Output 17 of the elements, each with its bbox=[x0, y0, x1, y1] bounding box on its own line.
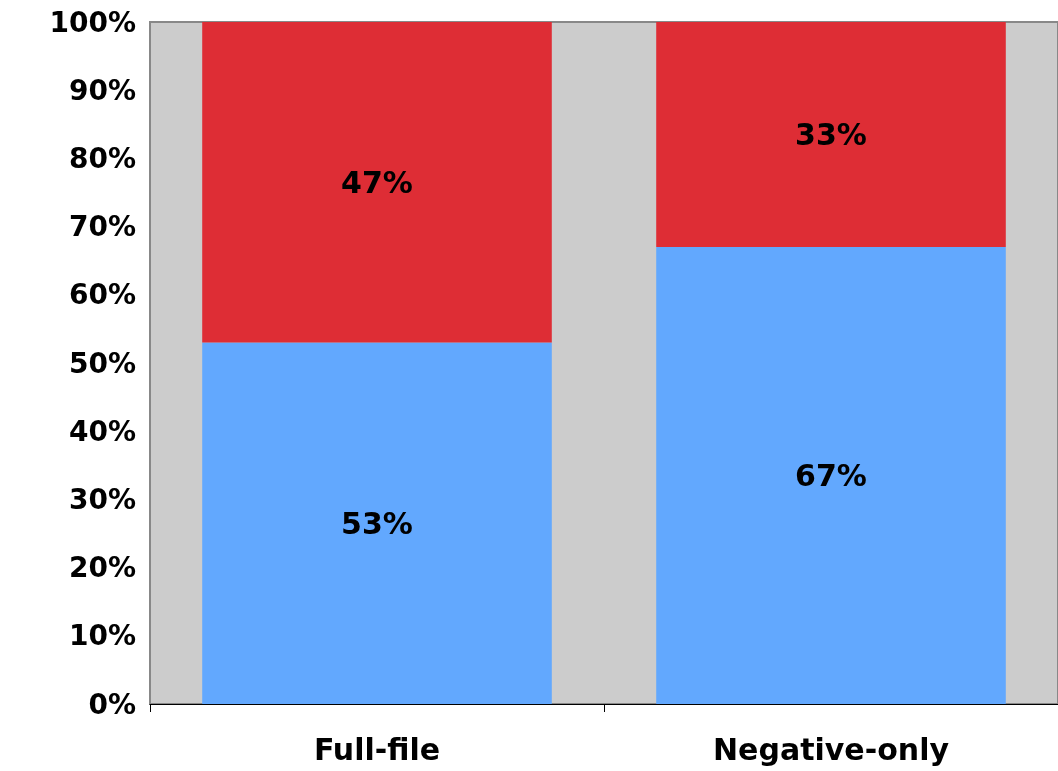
data-label: 67% bbox=[795, 458, 867, 494]
data-label: 53% bbox=[341, 505, 413, 541]
y-tick-label: 10% bbox=[68, 619, 136, 653]
y-tick-label: 70% bbox=[68, 210, 136, 244]
y-tick-label: 90% bbox=[68, 73, 136, 107]
y-tick-label: 50% bbox=[68, 346, 136, 380]
y-tick-label: 80% bbox=[68, 141, 136, 175]
y-tick-label: 40% bbox=[68, 414, 136, 448]
x-tick-label: Negative-only bbox=[713, 731, 950, 767]
y-tick-label: 100% bbox=[49, 5, 136, 39]
y-tick-label: 0% bbox=[88, 687, 136, 721]
y-tick-label: 60% bbox=[68, 278, 136, 312]
data-label: 33% bbox=[795, 117, 867, 153]
y-tick-label: 20% bbox=[68, 551, 136, 585]
data-label: 47% bbox=[341, 164, 413, 200]
x-tick-label: Full-file bbox=[313, 731, 441, 767]
y-tick-label: 30% bbox=[68, 482, 136, 516]
